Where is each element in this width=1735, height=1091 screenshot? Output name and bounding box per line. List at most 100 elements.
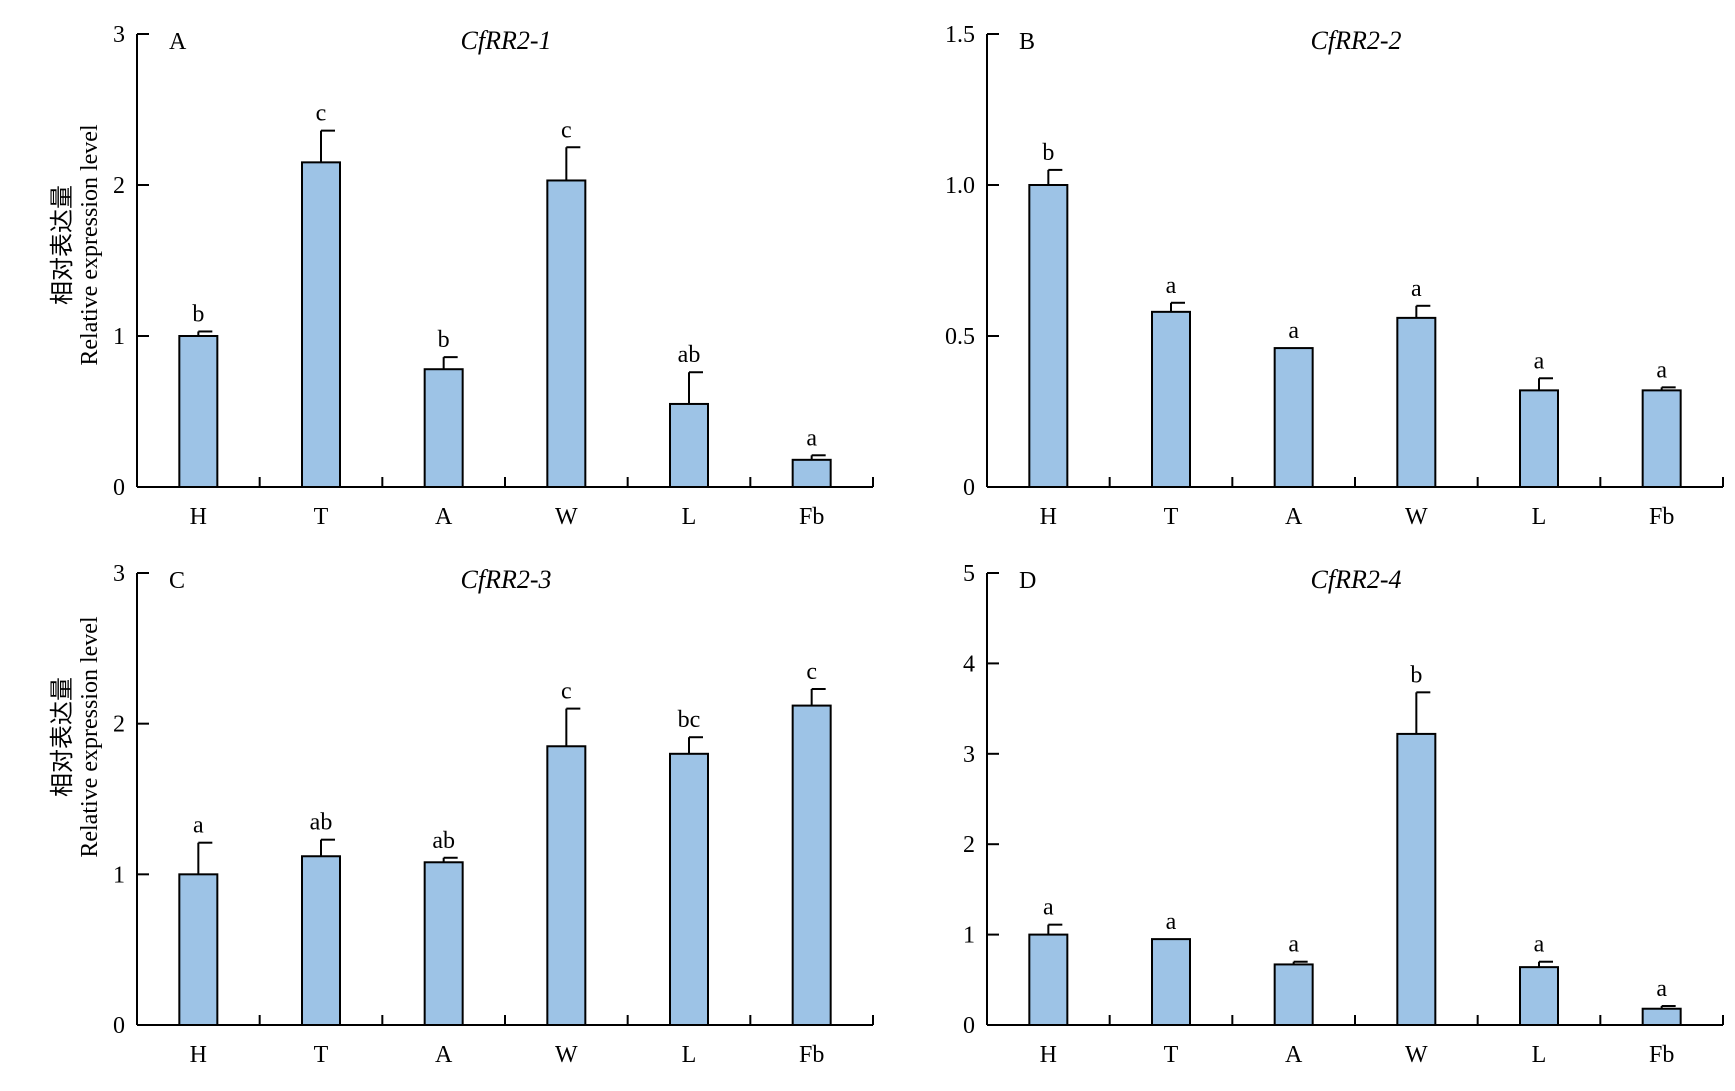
x-tick-label: W: [555, 504, 578, 530]
chart-panel-a: 0 1 2 3 b Hc Tb Ac Wab La Fb A CfRR2-1: [113, 22, 874, 530]
y-tick-label: 5: [963, 561, 975, 587]
x-tick-label: H: [190, 504, 207, 530]
y-tick-label: 1: [113, 862, 125, 888]
y-tick-label: 3: [113, 22, 125, 48]
y-tick-label: 1: [963, 923, 975, 949]
significance-label: a: [193, 813, 204, 839]
chart-panel-d: 0 1 2 3 4 5 a Ha Ta Ab Wa La Fb D CfRR2-4: [963, 561, 1724, 1068]
significance-label: c: [561, 117, 572, 143]
y-axis-label-cn: 相对表达量: [50, 185, 76, 305]
x-tick-label: H: [1040, 1042, 1057, 1068]
bar-a: [423, 861, 464, 1027]
significance-label: a: [1166, 273, 1177, 299]
y-tick-label: 0.5: [945, 324, 975, 350]
x-tick-label: W: [555, 1042, 578, 1068]
y-tick-label: 1: [113, 324, 125, 350]
x-tick-label: L: [1532, 1042, 1547, 1068]
significance-label: a: [1656, 976, 1667, 1002]
bar-l: [669, 752, 709, 1026]
y-axis-label-top: 相对表达量 Relative expression level: [42, 95, 103, 395]
significance-label: a: [1288, 318, 1299, 344]
x-tick-label: T: [314, 504, 329, 530]
bar-fb: [1641, 1007, 1682, 1027]
y-axis-label-bottom: 相对表达量 Relative expression level: [42, 587, 103, 887]
bar-a: [1273, 963, 1314, 1027]
bar-w: [1396, 316, 1437, 488]
x-tick-label: A: [1285, 504, 1303, 530]
panel-letter: C: [169, 568, 185, 594]
chart-title: CfRR2-2: [1311, 26, 1402, 55]
significance-label: bc: [678, 707, 701, 733]
bar-t: [1151, 310, 1191, 488]
x-tick-label: A: [435, 1042, 453, 1068]
significance-label: b: [1410, 662, 1422, 688]
chart-panel-c: 0 1 2 3 a Hab Tab Ac Wbc Lc Fb C CfRR2-3: [113, 561, 874, 1068]
y-tick-label: 0: [113, 1013, 125, 1039]
chart-title: CfRR2-4: [1311, 565, 1402, 594]
x-tick-label: W: [1405, 504, 1428, 530]
bar-a: [1273, 347, 1314, 488]
x-tick-label: Fb: [799, 504, 824, 530]
bar-w: [546, 745, 587, 1026]
bar-l: [1519, 966, 1559, 1026]
bar-fb: [791, 458, 832, 489]
x-tick-label: Fb: [799, 1042, 824, 1068]
significance-label: a: [1534, 932, 1545, 958]
x-tick-label: A: [435, 504, 453, 530]
bar-h: [178, 335, 219, 488]
x-tick-label: H: [190, 1042, 207, 1068]
y-axis-label-en: Relative expression level: [77, 616, 103, 858]
bar-fb: [1641, 389, 1682, 488]
x-tick-label: T: [1164, 1042, 1179, 1068]
bar-t: [1151, 938, 1191, 1026]
chart-panel-b: 0 0.5 1.0 1.5 b Ha Ta Aa Wa La Fb B CfRR2-2: [945, 22, 1724, 530]
significance-label: b: [1042, 140, 1054, 166]
x-tick-label: L: [682, 504, 697, 530]
y-axis-label-en: Relative expression level: [77, 124, 103, 366]
y-tick-label: 4: [963, 651, 975, 677]
significance-label: b: [438, 327, 450, 353]
y-tick-label: 1.5: [945, 22, 975, 48]
x-tick-label: Fb: [1649, 1042, 1674, 1068]
x-tick-label: H: [1040, 504, 1057, 530]
x-tick-label: T: [314, 1042, 329, 1068]
y-tick-label: 0: [963, 1013, 975, 1039]
significance-label: a: [1534, 348, 1545, 374]
bar-h: [178, 873, 219, 1026]
significance-label: c: [806, 659, 817, 685]
x-tick-label: Fb: [1649, 504, 1674, 530]
bar-w: [546, 179, 587, 488]
significance-label: a: [806, 425, 817, 451]
significance-label: ab: [310, 810, 333, 836]
significance-label: ab: [432, 828, 455, 854]
bar-l: [1519, 389, 1559, 488]
significance-label: a: [1288, 932, 1299, 958]
significance-label: ab: [678, 342, 701, 368]
significance-label: b: [192, 301, 204, 327]
bar-h: [1028, 933, 1069, 1026]
x-tick-label: T: [1164, 504, 1179, 530]
bar-t: [301, 161, 341, 488]
y-tick-label: 2: [113, 712, 125, 738]
significance-label: a: [1166, 909, 1177, 935]
x-tick-label: L: [682, 1042, 697, 1068]
y-tick-label: 2: [963, 832, 975, 858]
bar-a: [423, 368, 464, 488]
bar-t: [301, 855, 341, 1027]
chart-title: CfRR2-1: [461, 26, 552, 55]
y-tick-label: 3: [963, 742, 975, 768]
y-tick-label: 3: [113, 561, 125, 587]
panel-letter: D: [1019, 568, 1036, 594]
bar-w: [1396, 732, 1437, 1026]
x-tick-label: L: [1532, 504, 1547, 530]
y-tick-label: 0: [113, 475, 125, 501]
panel-letter: B: [1019, 29, 1035, 55]
bar-fb: [791, 704, 832, 1026]
x-tick-label: A: [1285, 1042, 1303, 1068]
significance-label: a: [1656, 357, 1667, 383]
y-tick-label: 1.0: [945, 173, 975, 199]
significance-label: c: [316, 101, 327, 127]
y-tick-label: 0: [963, 475, 975, 501]
